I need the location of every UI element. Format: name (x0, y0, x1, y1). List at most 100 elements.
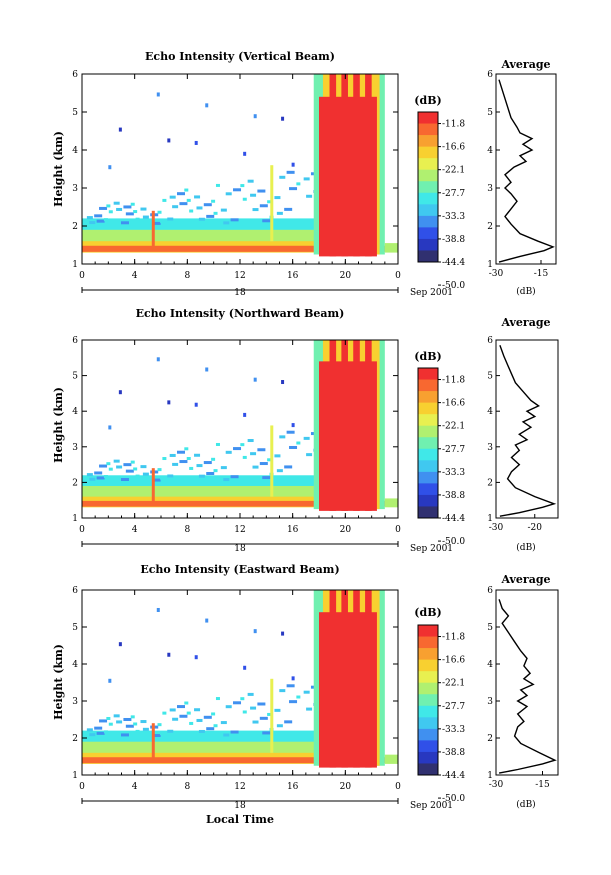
y-tick-label: 4 (72, 407, 78, 417)
colorbar-swatch (418, 751, 438, 764)
profile-frame (495, 589, 559, 776)
average-profile-vertical: 1 2 3 4 5 6 -30 -15 (487, 70, 557, 279)
x-tick-label: 4 (132, 271, 138, 281)
y-tick-label: 4 (72, 146, 78, 156)
profile-title: Average (500, 316, 550, 329)
colorbar-swatch (418, 425, 438, 438)
colorbar-swatch (418, 215, 438, 228)
profile-y-tick-label: 4 (487, 146, 493, 156)
profile-x-tick-label: -15 (535, 780, 550, 790)
x-tick-label: 16 (287, 525, 299, 535)
profile-xlabel: (dB) (516, 799, 535, 810)
y-tick-label: 6 (72, 70, 78, 80)
profile-frame (495, 73, 557, 265)
profile-line (499, 345, 557, 517)
colorbar-label: -44.4 (442, 258, 465, 268)
profile-y-tick-label: 1 (487, 514, 493, 524)
colorbar-swatch (418, 123, 438, 136)
profile-y-tick-label: 6 (487, 586, 493, 596)
profile-x-tick-label: -20 (528, 523, 543, 533)
date-day: 18 (234, 801, 246, 811)
colorbar-swatch (418, 169, 438, 182)
x-tick-label: 12 (234, 271, 245, 281)
x-tick-label: 8 (184, 525, 190, 535)
colorbar-label: -22.1 (442, 679, 465, 689)
heatmap-plot-northward (82, 340, 398, 511)
panel-vertical: Echo Intensity (Vertical Beam) Height (k… (52, 50, 557, 298)
colorbar-swatch (418, 238, 438, 251)
colorbar-frame (417, 111, 439, 263)
colorbar-label: -33.3 (442, 468, 465, 478)
colorbar-label: -50.0 (442, 794, 465, 804)
date-day: 18 (234, 544, 246, 554)
panel-northward: Echo Intensity (Northward Beam) Height (… (52, 307, 559, 554)
colorbar-swatch (418, 494, 438, 507)
colorbar-swatch (418, 728, 438, 741)
x-tick-label: 20 (340, 782, 352, 792)
panel-title: Echo Intensity (Northward Beam) (136, 307, 345, 320)
profile-y-tick-label: 3 (487, 443, 493, 453)
y-tick-label: 2 (72, 478, 78, 488)
colorbar-unit: (dB) (414, 94, 441, 107)
x-tick-label: 0 (395, 271, 401, 281)
colorbar-label: -44.4 (442, 514, 465, 524)
colorbar-label: -50.0 (442, 537, 465, 547)
colorbar-swatch (418, 146, 438, 159)
profile-line (498, 79, 555, 263)
colorbar-label: -22.1 (442, 166, 465, 176)
colorbar-frame (417, 367, 439, 519)
profile-y-tick-label: 4 (487, 660, 493, 670)
x-tick-label: 12 (234, 782, 245, 792)
profile-y-tick-label: 4 (487, 407, 493, 417)
y-tick-label: 2 (72, 222, 78, 232)
x-axis-label: Local Time (206, 813, 274, 826)
y-tick-label: 5 (72, 372, 78, 382)
profile-y-tick-label: 1 (487, 260, 493, 270)
profile-xlabel: (dB) (516, 286, 535, 297)
profile-frame (495, 339, 559, 519)
colorbar-label: -16.6 (442, 143, 465, 153)
colorbar-swatch (418, 636, 438, 649)
colorbar-swatch (418, 483, 438, 496)
profile-title: Average (500, 58, 550, 71)
profile-y-tick-label: 5 (487, 623, 493, 633)
colorbar-label: -16.6 (442, 399, 465, 409)
profile-y-tick-label: 6 (487, 70, 493, 80)
y-tick-label: 6 (72, 586, 78, 596)
date-suffix: Sep 2001 (410, 801, 453, 811)
panel-title: Echo Intensity (Vertical Beam) (145, 50, 335, 63)
colorbar-swatch (418, 671, 438, 684)
colorbar-label: -33.3 (442, 212, 465, 222)
colorbar-swatch (418, 368, 438, 381)
colorbar-swatch (418, 448, 438, 461)
colorbar-label: -16.6 (442, 656, 465, 666)
x-tick-label: 4 (132, 782, 138, 792)
y-tick-label: 1 (72, 771, 78, 781)
colorbar-label: -27.7 (442, 189, 465, 199)
colorbar-label: -11.8 (442, 120, 465, 130)
colorbar-label: -11.8 (442, 633, 465, 643)
colorbar-vertical: -11.8 -16.6 -22.1 -27.7 -33.3 -38.8 -44.4 -50.0 (417, 111, 465, 291)
y-tick-label: 6 (72, 336, 78, 346)
colorbar-swatch (418, 414, 438, 427)
profile-y-tick-label: 2 (487, 222, 493, 232)
profile-y-tick-label: 5 (487, 372, 493, 382)
colorbar-swatch (418, 158, 438, 171)
profile-xlabel: (dB) (516, 542, 535, 553)
date-suffix: Sep 2001 (410, 288, 453, 298)
colorbar-swatch (418, 682, 438, 695)
colorbar-unit: (dB) (414, 606, 441, 619)
average-profile-eastward: 1 2 3 4 5 6 -30 -15 (487, 586, 559, 790)
profile-x-tick-label: -30 (489, 269, 504, 279)
colorbar-swatch (418, 659, 438, 672)
profile-y-tick-label: 2 (487, 478, 493, 488)
y-axis-label: Height (km) (52, 387, 65, 463)
colorbar-northward: -11.8 -16.6 -22.1 -27.7 -33.3 -38.8 -44.4 -50.0 (417, 367, 465, 547)
x-tick-label: 0 (79, 525, 85, 535)
x-tick-label: 20 (340, 271, 352, 281)
y-axis-label: Height (km) (52, 131, 65, 207)
colorbar-swatch (418, 227, 438, 240)
y-tick-label: 4 (72, 660, 78, 670)
panel-eastward: Echo Intensity (Eastward Beam) Height (k… (52, 563, 559, 826)
